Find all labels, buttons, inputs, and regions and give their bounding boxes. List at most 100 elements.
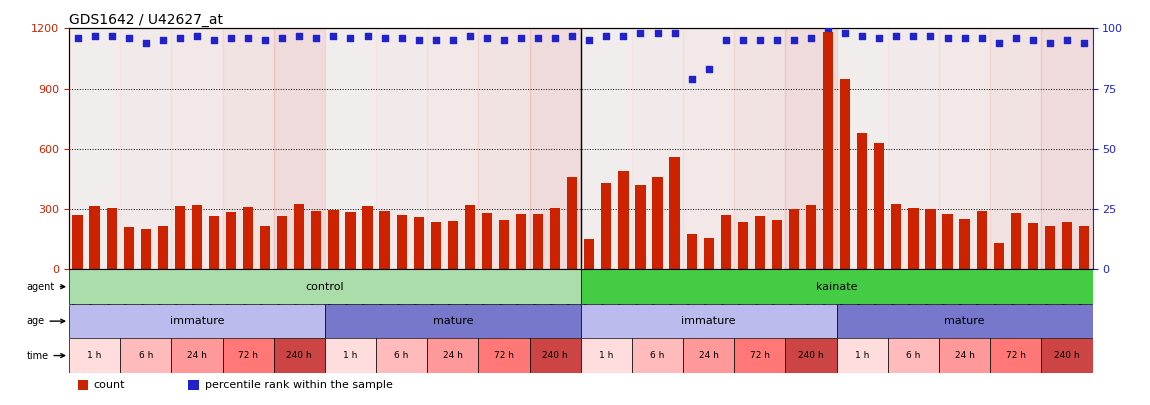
FancyBboxPatch shape — [478, 338, 530, 373]
Point — [427, 37, 445, 44]
Point — [359, 32, 377, 39]
Bar — [325, 28, 376, 269]
FancyBboxPatch shape — [632, 338, 683, 373]
FancyBboxPatch shape — [734, 338, 785, 373]
FancyBboxPatch shape — [837, 304, 1092, 338]
Point — [853, 32, 872, 39]
Bar — [499, 220, 509, 269]
Bar — [652, 177, 662, 269]
Bar — [121, 28, 171, 269]
Bar — [669, 157, 680, 269]
Bar — [687, 234, 697, 269]
Bar — [908, 208, 919, 269]
Bar — [601, 183, 612, 269]
Point — [120, 35, 138, 41]
FancyBboxPatch shape — [325, 304, 581, 338]
FancyBboxPatch shape — [888, 338, 938, 373]
Bar — [465, 205, 475, 269]
Bar — [123, 227, 133, 269]
Bar — [532, 214, 543, 269]
Text: 72 h: 72 h — [238, 351, 258, 360]
Text: 6 h: 6 h — [138, 351, 153, 360]
Point — [819, 25, 837, 32]
Bar — [362, 206, 373, 269]
Text: 6 h: 6 h — [651, 351, 665, 360]
Point — [597, 32, 615, 39]
Point — [392, 35, 411, 41]
FancyBboxPatch shape — [69, 338, 120, 373]
Bar — [735, 28, 785, 269]
Text: 240 h: 240 h — [286, 351, 312, 360]
Bar — [447, 221, 458, 269]
Bar — [891, 204, 902, 269]
Text: 1 h: 1 h — [599, 351, 614, 360]
Bar — [414, 217, 424, 269]
Point — [564, 32, 582, 39]
Point — [324, 32, 343, 39]
Bar — [294, 204, 305, 269]
Bar — [223, 28, 274, 269]
FancyBboxPatch shape — [1042, 338, 1092, 373]
Bar — [1079, 226, 1089, 269]
Bar — [1011, 213, 1021, 269]
Text: 240 h: 240 h — [543, 351, 568, 360]
Point — [205, 37, 223, 44]
Bar — [874, 143, 884, 269]
Bar — [277, 216, 288, 269]
FancyBboxPatch shape — [223, 338, 274, 373]
Point — [1006, 35, 1025, 41]
Text: time: time — [26, 351, 64, 360]
Text: count: count — [93, 380, 124, 390]
Bar — [516, 214, 527, 269]
Point — [871, 35, 889, 41]
Point — [666, 30, 684, 36]
Bar — [632, 28, 683, 269]
Bar — [171, 28, 223, 269]
Bar — [857, 133, 867, 269]
Bar — [345, 212, 355, 269]
Bar — [1061, 222, 1072, 269]
Point — [444, 37, 462, 44]
Text: immature: immature — [682, 316, 736, 326]
Bar — [225, 212, 236, 269]
FancyBboxPatch shape — [785, 338, 837, 373]
Bar — [380, 211, 390, 269]
FancyBboxPatch shape — [376, 338, 428, 373]
Bar — [209, 216, 220, 269]
FancyBboxPatch shape — [274, 338, 325, 373]
FancyBboxPatch shape — [428, 338, 478, 373]
Text: 24 h: 24 h — [699, 351, 719, 360]
Bar — [1044, 226, 1055, 269]
Point — [137, 40, 155, 46]
Bar — [550, 208, 560, 269]
Bar — [482, 213, 492, 269]
Bar — [274, 28, 325, 269]
Bar — [376, 28, 428, 269]
Text: 6 h: 6 h — [906, 351, 921, 360]
Point — [716, 37, 735, 44]
Bar — [430, 222, 440, 269]
Point — [1024, 37, 1042, 44]
Point — [529, 35, 547, 41]
Text: 72 h: 72 h — [494, 351, 514, 360]
Point — [973, 35, 991, 41]
Bar — [837, 28, 888, 269]
Point — [904, 32, 922, 39]
FancyBboxPatch shape — [171, 338, 223, 373]
Point — [154, 37, 172, 44]
Point — [170, 35, 189, 41]
Bar — [72, 215, 83, 269]
Bar — [635, 185, 645, 269]
Bar — [806, 205, 816, 269]
FancyBboxPatch shape — [530, 338, 581, 373]
Bar — [959, 219, 969, 269]
Bar — [1028, 223, 1038, 269]
Bar — [772, 220, 782, 269]
Point — [631, 30, 650, 36]
Bar — [312, 211, 322, 269]
Bar — [581, 28, 632, 269]
Bar — [823, 32, 834, 269]
Text: 24 h: 24 h — [443, 351, 462, 360]
Text: mature: mature — [944, 316, 984, 326]
Bar — [192, 205, 202, 269]
